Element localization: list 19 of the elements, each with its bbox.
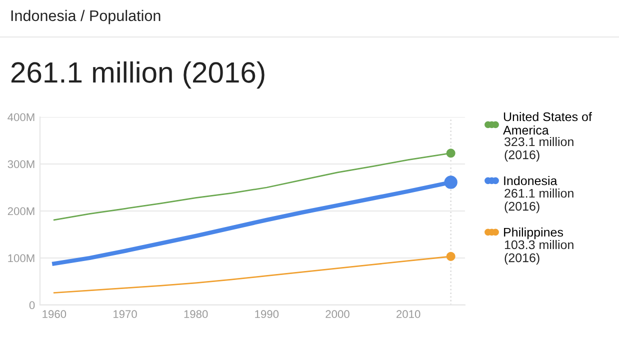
x-tick-label: 1960 bbox=[42, 310, 66, 318]
text: 103.3 million (2016) bbox=[504, 240, 574, 265]
x-tick-label: 1980 bbox=[184, 310, 208, 318]
legend-label: Philippines bbox=[504, 228, 564, 240]
x-tick-label: 1990 bbox=[255, 310, 279, 318]
y-tick-label: 0 bbox=[29, 301, 35, 310]
y-tick-label: 200M bbox=[8, 207, 34, 216]
x-tick-label: 2000 bbox=[326, 310, 350, 318]
y-tick-label: 300M bbox=[8, 160, 34, 168]
y-tick-label: 100M bbox=[8, 254, 34, 262]
x-tick-label: 2010 bbox=[396, 310, 420, 318]
text: 261.1 million (2016) bbox=[504, 188, 574, 214]
text: 323.1 million (2016) bbox=[504, 137, 574, 162]
chart-title: Indonesia / Population bbox=[11, 10, 160, 24]
y-tick-label: 400M bbox=[8, 113, 34, 122]
legend-label: Indonesia bbox=[504, 176, 558, 186]
legend-label: United States of America bbox=[503, 112, 592, 135]
x-tick-label: 1970 bbox=[113, 310, 137, 318]
chart-subtitle: 261.1 million (2016) bbox=[11, 61, 264, 89]
